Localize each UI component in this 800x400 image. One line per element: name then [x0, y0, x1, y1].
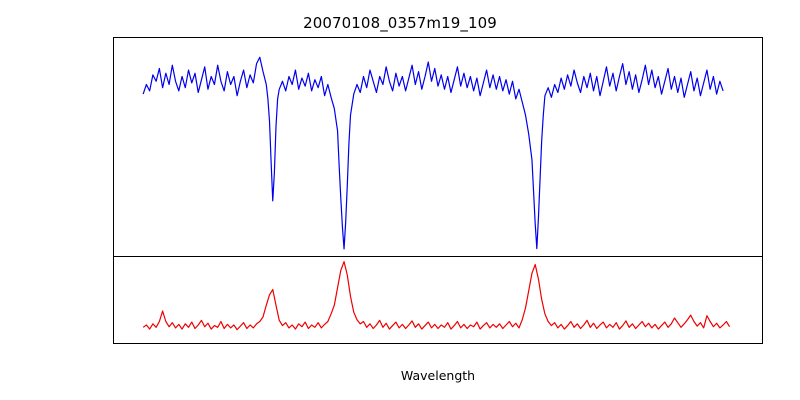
x-tick-mark — [520, 343, 521, 344]
y-tick-mark — [113, 142, 114, 143]
x-tick-mark — [439, 343, 440, 344]
x-tick-mark — [683, 343, 684, 344]
error-plot-panel: Error 0.0250.0300.0358400845085008550860… — [113, 256, 763, 344]
y-tick-mark — [113, 277, 114, 278]
y-tick-mark — [113, 306, 114, 307]
x-tick-mark — [602, 343, 603, 344]
y-tick-mark — [113, 44, 114, 45]
x-tick-mark-top — [602, 256, 603, 257]
y-tick-mark — [113, 77, 114, 78]
error-data-line — [114, 257, 762, 343]
x-tick-mark — [114, 343, 115, 344]
y-tick-mark — [113, 336, 114, 337]
x-tick-mark — [195, 343, 196, 344]
x-tick-mark-top — [439, 256, 440, 257]
y-tick-mark — [113, 174, 114, 175]
y-tick-mark — [113, 206, 114, 207]
x-tick-mark — [358, 343, 359, 344]
x-tick-mark-top — [277, 256, 278, 257]
x-tick-mark-top — [358, 256, 359, 257]
spectrum-plot-panel: Spectrum 0.50.60.70.80.91.01.1 — [113, 37, 763, 257]
y-tick-mark — [113, 239, 114, 240]
x-axis-label: Wavelength — [400, 368, 476, 383]
spectrum-data-line — [114, 38, 762, 256]
chart-title: 20070108_0357m19_109 — [303, 14, 497, 32]
x-tick-mark-top — [520, 256, 521, 257]
y-tick-mark — [113, 109, 114, 110]
x-tick-mark-top — [114, 256, 115, 257]
x-tick-mark-top — [683, 256, 684, 257]
x-tick-mark-top — [195, 256, 196, 257]
x-tick-mark — [277, 343, 278, 344]
